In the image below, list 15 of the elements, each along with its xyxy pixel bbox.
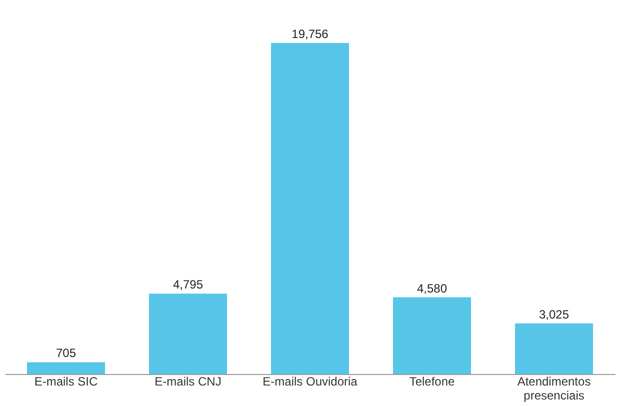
x-tick-label: Atendimentos presenciais (517, 374, 591, 402)
bar (393, 297, 471, 374)
x-tick-label: Telefone (409, 374, 456, 388)
bar (515, 323, 593, 374)
x-tick-label: E-mails Ouvidoria (262, 374, 358, 388)
bar (27, 362, 105, 374)
data-label: 19,756 (292, 27, 329, 41)
bar (271, 43, 349, 374)
data-label: 705 (56, 346, 76, 360)
x-tick-label: E-mails CNJ (154, 374, 222, 388)
data-label: 3,025 (538, 307, 570, 322)
data-label: 4,795 (172, 278, 204, 292)
bar (149, 294, 227, 374)
x-tick-label: E-mails SIC (34, 374, 98, 388)
data-label: 4,580 (416, 281, 448, 296)
